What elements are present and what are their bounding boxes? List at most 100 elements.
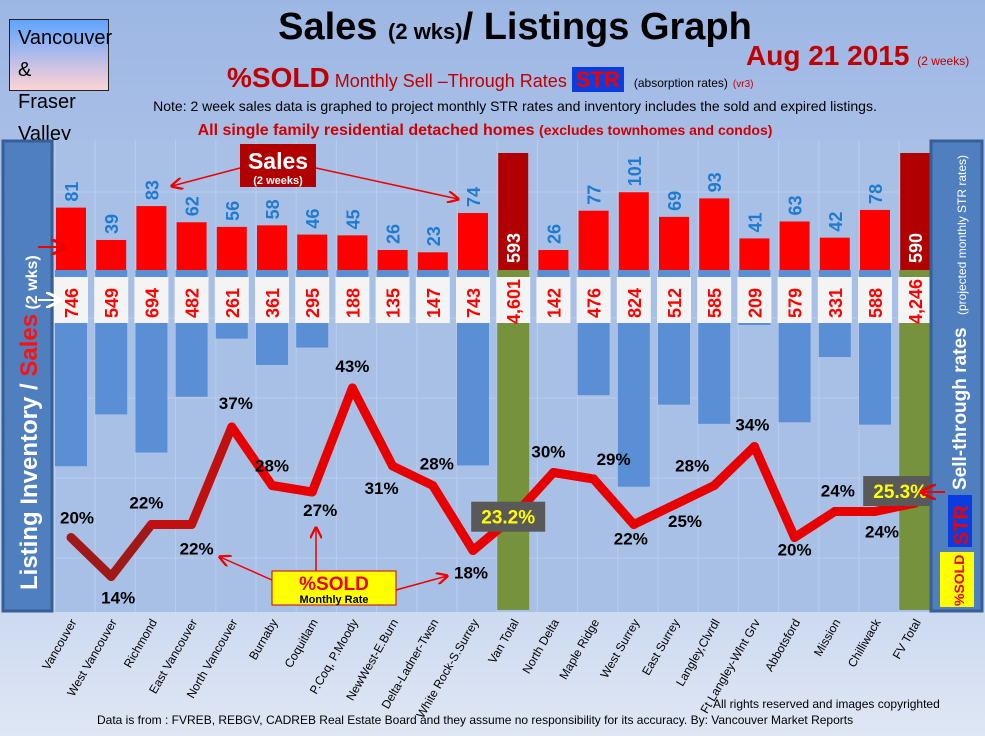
inventory-label: 361: [263, 288, 283, 318]
sales-bar: [96, 239, 127, 270]
sales-label: 93: [705, 172, 725, 192]
x-tick-label: North Delta: [520, 616, 563, 676]
inventory-label-bg: [415, 277, 450, 323]
sales-bar: [216, 226, 247, 270]
rate-label: 22%: [180, 540, 214, 559]
sold-badge-bg: [940, 552, 974, 607]
left-axis-panel: [1, 139, 54, 613]
sell-through-line-segment: [187, 422, 237, 529]
report-date: Aug 21 2015 (2 weeks): [746, 40, 969, 72]
inventory-label: 142: [544, 288, 564, 318]
x-tick-label: Coquitlam: [282, 617, 321, 671]
date-note: (2 weeks): [917, 54, 970, 68]
inventory-label: 588: [866, 288, 886, 318]
sold-annotation-sub: Monthly Rate: [299, 594, 368, 606]
inventory-label-bg: [496, 277, 531, 323]
sales-bar: [257, 225, 287, 270]
right-axis-sublabel: (projected monthly STR rates): [955, 155, 969, 315]
sales-label: 77: [585, 185, 605, 205]
x-tick-label: FV Total: [890, 617, 924, 662]
subtitle-version: (vr3): [732, 79, 754, 90]
date-text: Aug 21 2015: [746, 40, 910, 71]
inventory-label: 188: [343, 288, 363, 318]
inventory-label: 585: [705, 288, 725, 318]
sales-bar: [176, 222, 207, 270]
x-tick-label: Chilliwack: [845, 616, 884, 670]
sell-through-line-segment: [347, 383, 398, 471]
sales-bar: [377, 249, 408, 270]
sell-through-line-segment: [267, 481, 317, 497]
inventory-label-bg: [576, 277, 611, 323]
sales-bar: [900, 153, 931, 270]
rate-label: 43%: [335, 357, 369, 376]
sales-label: 62: [183, 196, 203, 216]
sales-label: 46: [303, 209, 323, 229]
scope-text: All single family residential detached h…: [0, 122, 970, 140]
sell-through-line-segment: [307, 383, 357, 497]
subtitle-str-badge: STR: [571, 67, 624, 92]
sales-label: 26: [384, 224, 404, 244]
sell-through-line-segment: [589, 474, 639, 529]
sales-label: 74: [464, 187, 484, 207]
annotation-arrow-icon: [220, 557, 273, 581]
subtitle-sold: %SOLD: [227, 62, 330, 93]
sales-bar: [779, 221, 810, 270]
sales-label: 81: [62, 182, 82, 202]
rate-label: 22%: [129, 494, 163, 513]
sales-annotation-title: Sales: [248, 148, 308, 174]
str-badge: STR: [951, 504, 973, 545]
rights-text: All rights reserved and images copyright…: [713, 697, 940, 711]
sales-label: 590: [906, 233, 926, 263]
sell-through-line-segment: [227, 422, 277, 490]
total-rate-label: 23.2%: [481, 508, 535, 529]
sales-bar: [136, 206, 167, 270]
inventory-label: 824: [625, 288, 645, 318]
subtitle-absorption: (absorption rates): [633, 76, 728, 90]
sales-label: 45: [343, 209, 363, 229]
sales-bar: [56, 207, 86, 270]
sales-bar: [538, 249, 569, 270]
inventory-label-bg: [777, 277, 812, 323]
inventory-bar: [497, 270, 530, 610]
inventory-label-bg: [898, 277, 933, 323]
subtitle-text: Monthly Sell –Through Rates: [334, 71, 567, 91]
x-tick-label: Burnaby: [246, 617, 280, 663]
inventory-label-bg: [817, 277, 852, 323]
sell-through-line-segment: [669, 481, 719, 510]
sales-label: 41: [745, 212, 765, 232]
sales-bar: [337, 235, 368, 270]
rate-label: 31%: [365, 479, 399, 498]
sales-bar: [417, 252, 448, 270]
inventory-label: 694: [142, 288, 162, 318]
x-tick-label: Mission: [811, 617, 843, 659]
sell-through-line-segment: [388, 461, 438, 490]
inventory-label: 331: [826, 288, 846, 318]
inventory-label-bg: [858, 277, 892, 323]
inventory-label: 295: [303, 288, 323, 318]
rate-label: 28%: [420, 455, 454, 474]
inventory-label: 4,601: [504, 279, 524, 324]
inventory-label: 4,246: [906, 279, 926, 324]
region-line-1: Vancouver &: [18, 27, 113, 81]
inventory-label-bg: [456, 277, 490, 323]
sales-label: 39: [102, 214, 122, 234]
annotation-arrow-icon: [395, 576, 447, 591]
inventory-label-bg: [375, 277, 410, 323]
sales-label: 42: [826, 212, 846, 232]
region-label-box: Vancouver & Fraser Valley: [9, 19, 113, 145]
sales-label: 58: [263, 199, 283, 219]
sales-annotation-box: [240, 144, 316, 187]
title-rest: / Listings Graph: [462, 6, 752, 48]
sales-label: 69: [665, 191, 685, 211]
sales-label: 78: [866, 184, 886, 204]
sold-badge: %SOLD: [951, 555, 967, 606]
sell-through-line-segment: [106, 520, 156, 581]
inventory-label-bg: [134, 277, 169, 323]
sales-bar: [659, 216, 689, 270]
sales-label: 23: [424, 226, 444, 246]
title-main: Sales: [278, 6, 389, 48]
subtitle: %SOLD Monthly Sell –Through Rates STR (a…: [227, 62, 753, 94]
sales-label: 26: [544, 224, 564, 244]
sales-annotation-sub: (2 weeks): [253, 175, 303, 187]
sales-bar: [618, 192, 649, 270]
